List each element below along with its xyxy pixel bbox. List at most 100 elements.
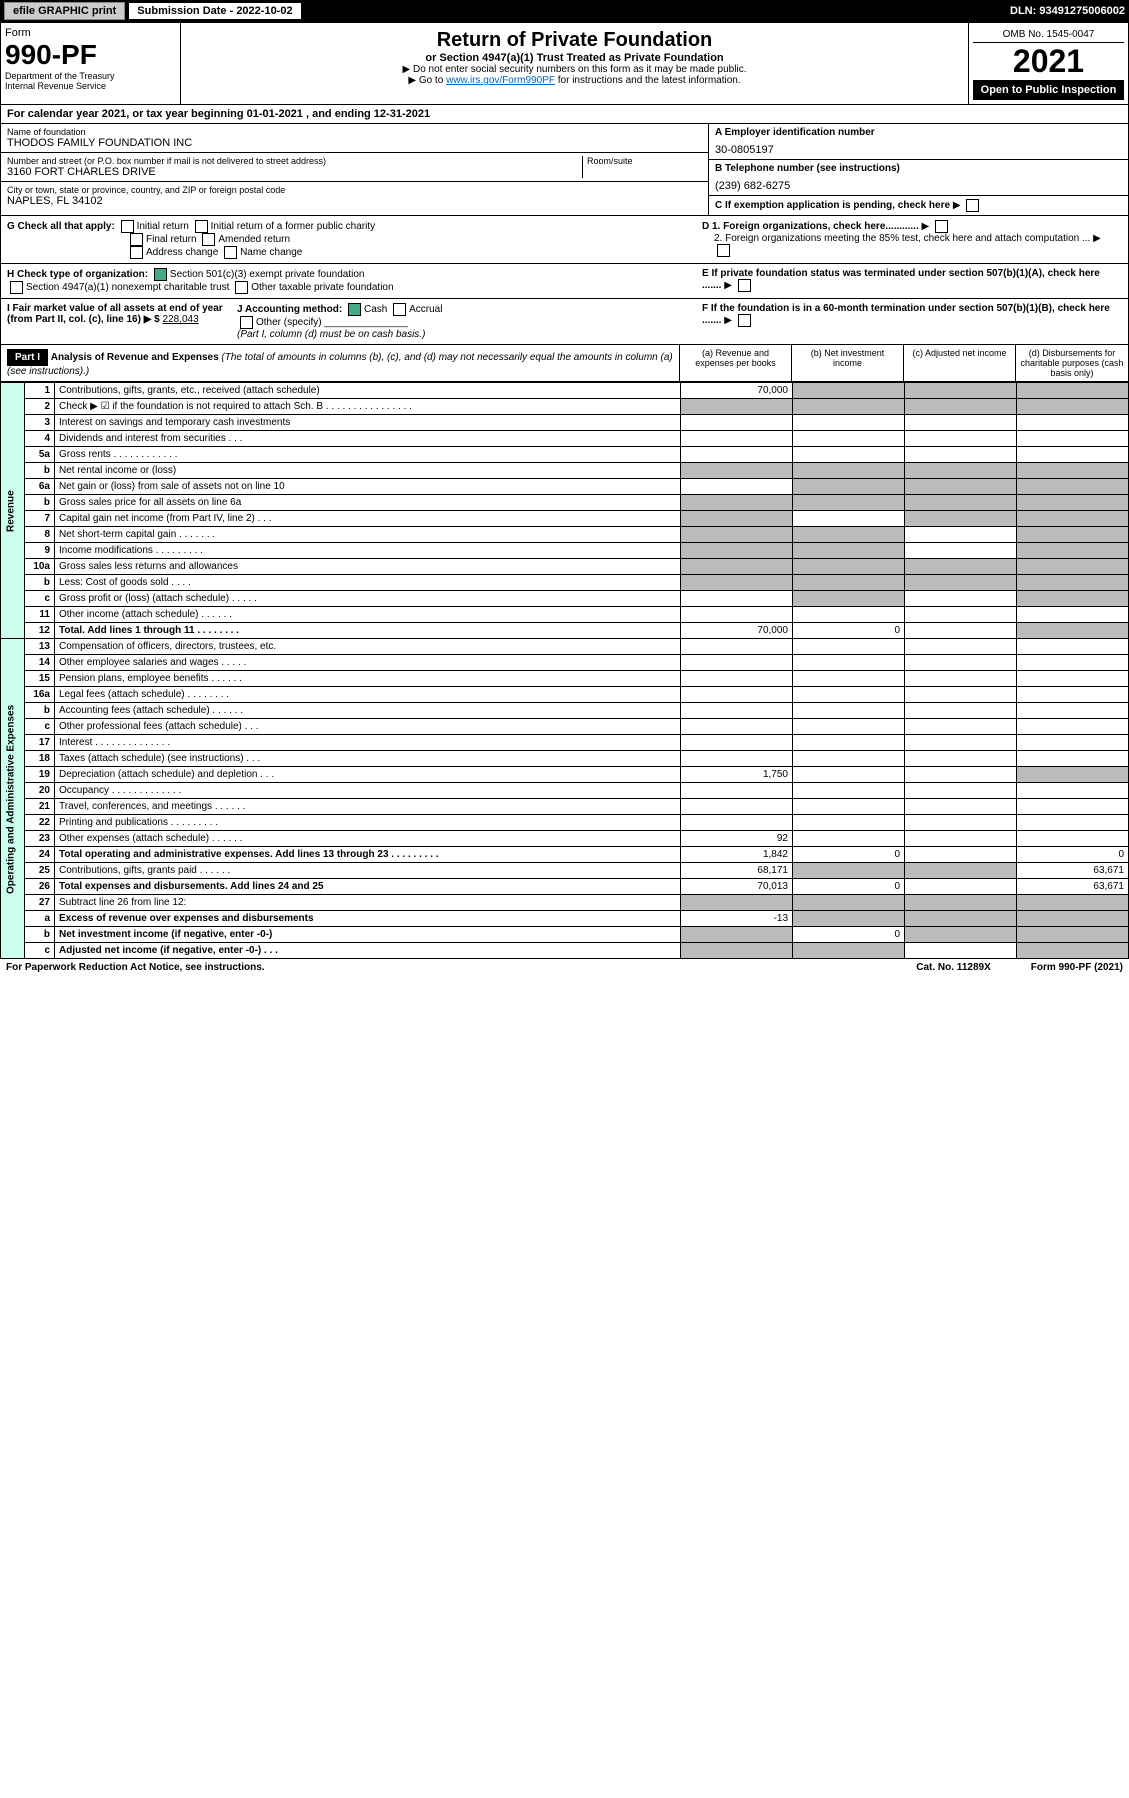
cell-value xyxy=(1017,895,1129,911)
cell-value xyxy=(1017,383,1129,399)
analysis-table: Revenue1Contributions, gifts, grants, et… xyxy=(0,382,1129,959)
cell-value xyxy=(905,575,1017,591)
cell-value xyxy=(1017,559,1129,575)
line-number: b xyxy=(25,495,55,511)
cell-value xyxy=(905,671,1017,687)
g-name-checkbox[interactable] xyxy=(224,246,237,259)
cell-value xyxy=(681,495,793,511)
omb: OMB No. 1545-0047 xyxy=(973,27,1124,43)
efile-button[interactable]: efile GRAPHIC print xyxy=(4,2,125,20)
g-initial-checkbox[interactable] xyxy=(121,220,134,233)
g-initial-public-checkbox[interactable] xyxy=(195,220,208,233)
line-description: Subtract line 26 from line 12: xyxy=(55,895,681,911)
h-other-checkbox[interactable] xyxy=(235,281,248,294)
h-4947-checkbox[interactable] xyxy=(10,281,23,294)
cell-value xyxy=(1017,783,1129,799)
e-checkbox[interactable] xyxy=(738,279,751,292)
line-description: Legal fees (attach schedule) . . . . . .… xyxy=(55,687,681,703)
g-address-checkbox[interactable] xyxy=(130,246,143,259)
cell-value: 0 xyxy=(793,879,905,895)
cell-value xyxy=(905,863,1017,879)
cell-value xyxy=(681,671,793,687)
cell-value xyxy=(905,559,1017,575)
line-number: 7 xyxy=(25,511,55,527)
cell-value xyxy=(1017,639,1129,655)
cell-value xyxy=(793,863,905,879)
cell-value xyxy=(681,751,793,767)
cell-value xyxy=(793,735,905,751)
j-cash-checkbox[interactable] xyxy=(348,303,361,316)
cell-value xyxy=(1017,767,1129,783)
d2-checkbox[interactable] xyxy=(717,244,730,257)
cell-value xyxy=(1017,607,1129,623)
line-number: 1 xyxy=(25,383,55,399)
cell-value xyxy=(793,751,905,767)
cell-value xyxy=(681,783,793,799)
submission-date: Submission Date - 2022-10-02 xyxy=(129,3,300,19)
cell-value xyxy=(793,415,905,431)
line-number: 27 xyxy=(25,895,55,911)
cell-value xyxy=(681,415,793,431)
cell-value xyxy=(905,703,1017,719)
ein: 30-0805197 xyxy=(715,138,1122,156)
instructions-link[interactable]: www.irs.gov/Form990PF xyxy=(446,75,555,86)
line-number: 11 xyxy=(25,607,55,623)
cell-value xyxy=(793,431,905,447)
cell-value xyxy=(681,479,793,495)
line-number: b xyxy=(25,703,55,719)
cell-value xyxy=(681,639,793,655)
line-description: Total operating and administrative expen… xyxy=(55,847,681,863)
line-description: Income modifications . . . . . . . . . xyxy=(55,543,681,559)
cell-value xyxy=(1017,751,1129,767)
cell-value: 1,750 xyxy=(681,767,793,783)
line-number: 2 xyxy=(25,399,55,415)
city-label: City or town, state or province, country… xyxy=(7,185,702,195)
c-checkbox[interactable] xyxy=(966,199,979,212)
line-description: Check ▶ ☑ if the foundation is not requi… xyxy=(55,399,681,415)
line-number: 4 xyxy=(25,431,55,447)
line-number: 24 xyxy=(25,847,55,863)
g-amended-checkbox[interactable] xyxy=(202,233,215,246)
dln: DLN: 93491275006002 xyxy=(1010,5,1125,17)
cell-value xyxy=(905,383,1017,399)
g-final-checkbox[interactable] xyxy=(130,233,143,246)
line-number: 10a xyxy=(25,559,55,575)
footer-paperwork: For Paperwork Reduction Act Notice, see … xyxy=(6,962,265,973)
d1-checkbox[interactable] xyxy=(935,220,948,233)
line-description: Depreciation (attach schedule) and deple… xyxy=(55,767,681,783)
cell-value xyxy=(793,799,905,815)
j-accrual-checkbox[interactable] xyxy=(393,303,406,316)
j-other-checkbox[interactable] xyxy=(240,316,253,329)
form-number: 990-PF xyxy=(5,39,176,71)
cell-value xyxy=(681,463,793,479)
city: NAPLES, FL 34102 xyxy=(7,195,702,207)
cell-value xyxy=(681,655,793,671)
d2-label: 2. Foreign organizations meeting the 85%… xyxy=(714,233,1090,244)
cell-value xyxy=(793,527,905,543)
h-501c3-checkbox[interactable] xyxy=(154,268,167,281)
cell-value: 63,671 xyxy=(1017,863,1129,879)
cell-value xyxy=(1017,447,1129,463)
line-number: 6a xyxy=(25,479,55,495)
cell-value xyxy=(793,479,905,495)
note-goto-post: for instructions and the latest informat… xyxy=(555,75,741,86)
cell-value xyxy=(1017,831,1129,847)
line-number: 3 xyxy=(25,415,55,431)
cell-value: 0 xyxy=(793,927,905,943)
cell-value xyxy=(681,607,793,623)
cell-value xyxy=(905,735,1017,751)
cell-value xyxy=(1017,687,1129,703)
cell-value xyxy=(1017,671,1129,687)
cell-value xyxy=(1017,927,1129,943)
note-ssn: ▶ Do not enter social security numbers o… xyxy=(187,64,962,75)
cell-value xyxy=(905,415,1017,431)
line-number: b xyxy=(25,575,55,591)
cell-value xyxy=(681,735,793,751)
cell-value xyxy=(681,543,793,559)
cell-value xyxy=(681,895,793,911)
cell-value xyxy=(793,815,905,831)
cell-value xyxy=(793,687,905,703)
f-checkbox[interactable] xyxy=(738,314,751,327)
footer-form: Form 990-PF (2021) xyxy=(1031,962,1123,973)
e-label: E If private foundation status was termi… xyxy=(702,268,1100,291)
